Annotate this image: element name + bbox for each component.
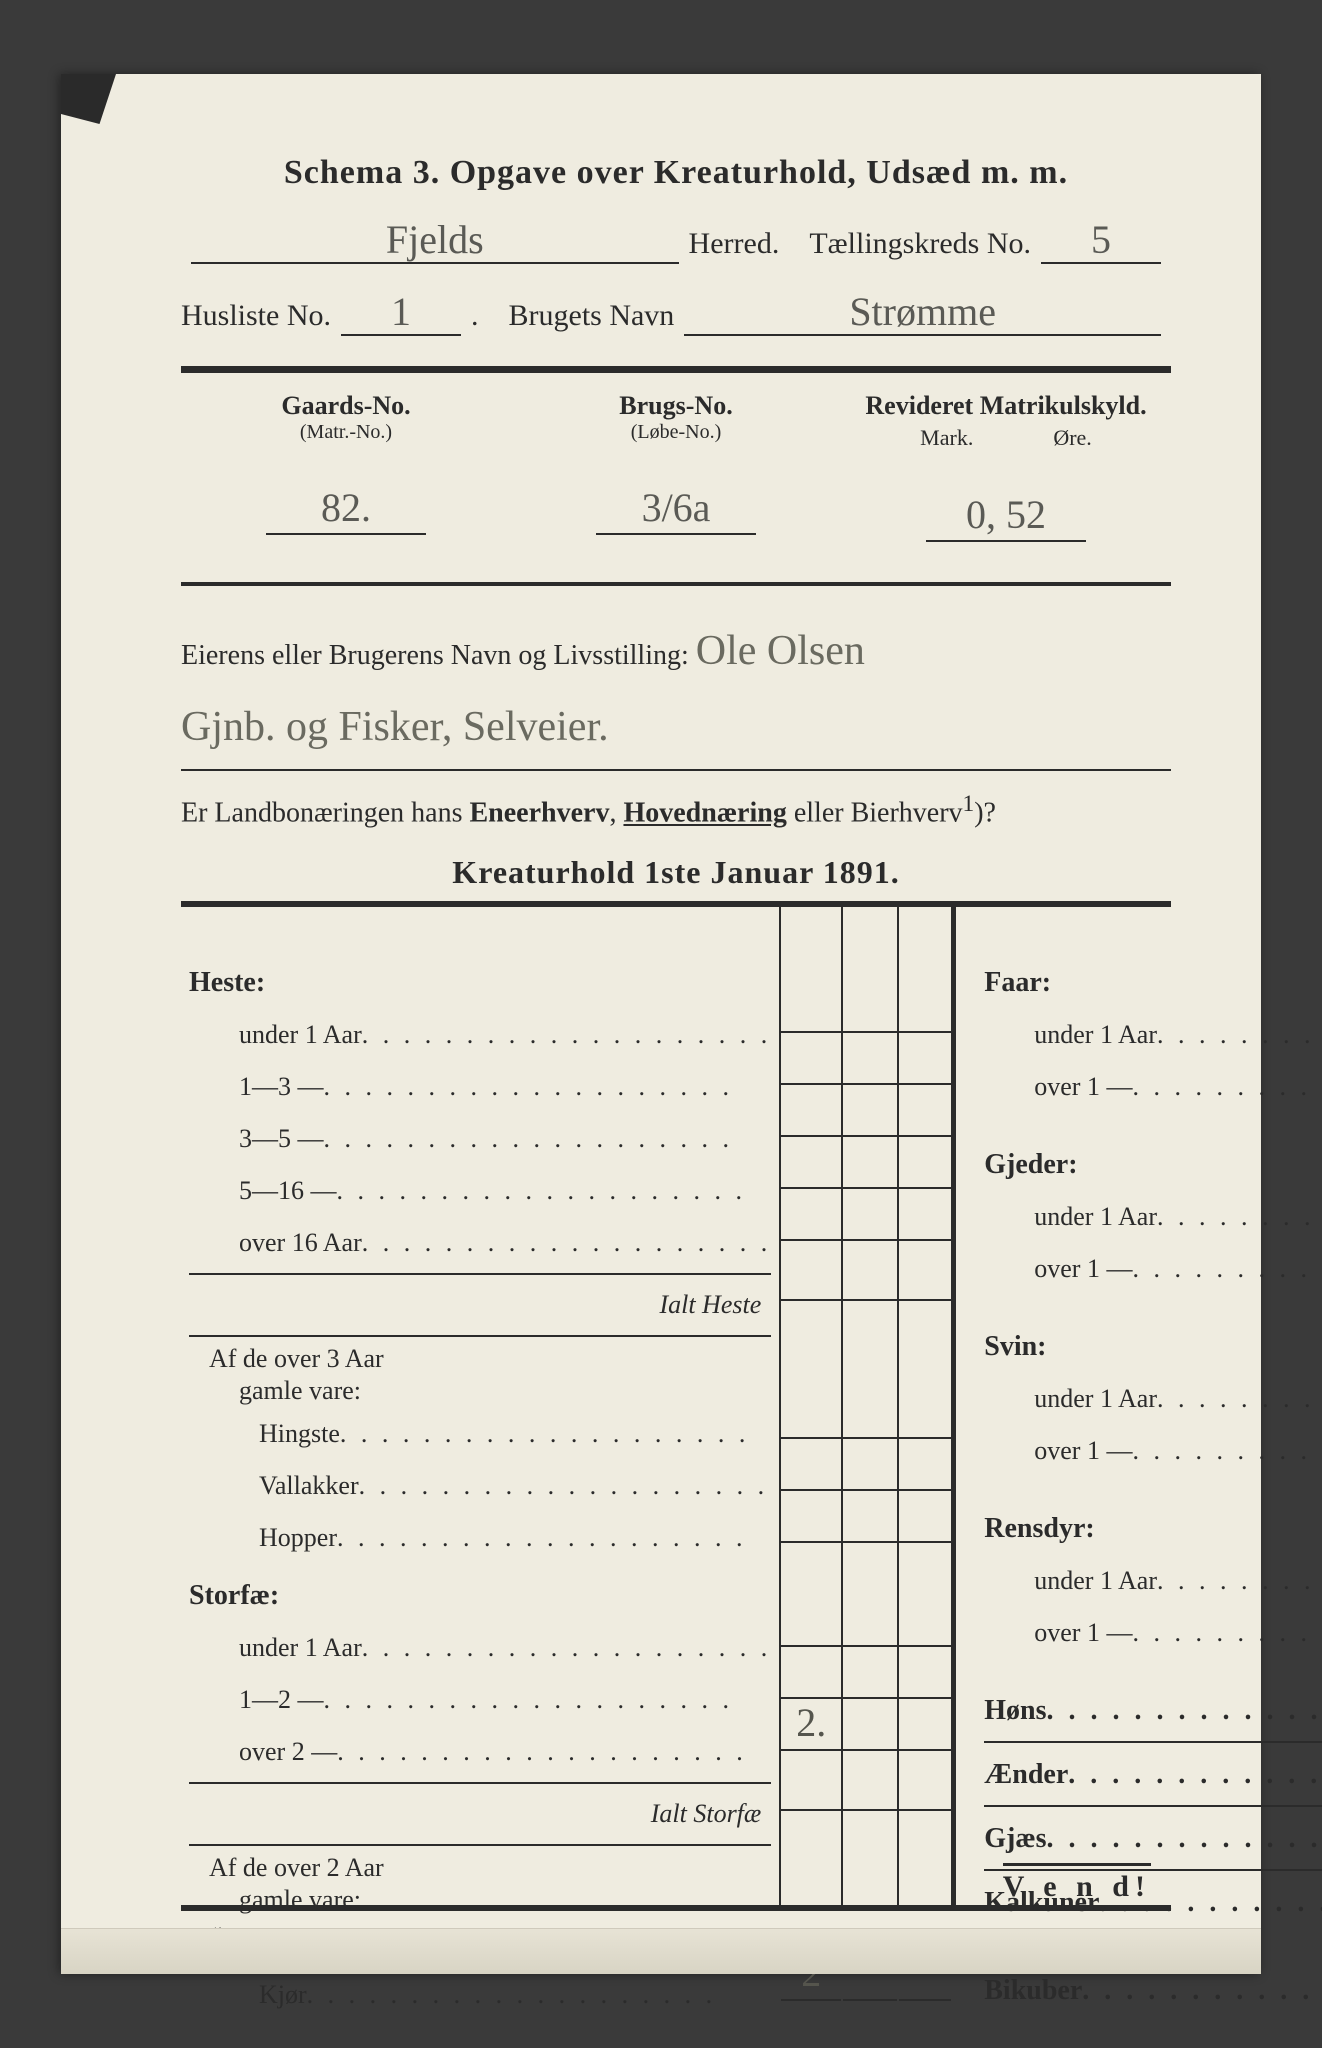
rensdyr-row-0: under 1 Aar [984,1555,1322,1607]
storfae-over2-val: 2. [781,1699,841,1751]
header-row-1: Fjelds Herred. Tællingskreds No. 5 [181,220,1171,264]
svin-heading: Svin: [984,1321,1322,1373]
storfae-heading: Storfæ: [189,1570,771,1622]
hons-row: Høns [984,1685,1322,1737]
gjeder-row-1: over 1 — [984,1243,1322,1295]
rev-value: 0, 52 [926,491,1086,542]
rule-thick-1 [181,366,1171,373]
gaards-value: 82. [266,484,426,535]
storfae-sub-1: Kjør [189,1969,771,2021]
heste-sub-2: Hopper [189,1512,771,1564]
livestock-form: Heste: under 1 Aar 1—3 — 3—5 — 5—16 — ov… [181,901,1171,1911]
left-num-cols: 2. 2 [779,907,953,1905]
tkreds-value: 5 [1041,220,1161,264]
brugets-value: Strømme [684,292,1161,336]
svin-row-0: under 1 Aar [984,1373,1322,1425]
left-col-3 [897,907,953,1905]
right-labels: Faar: under 1 Aar over 1 — Gjeder: under… [956,907,1322,1905]
owner-value-2: Gjnb. og Fisker, Selveier. [181,690,1171,772]
q-opt-b: Hovednæring [623,798,786,829]
section-title: Kreaturhold 1ste Januar 1891. [181,854,1171,891]
tkreds-label: Tællingskreds No. [809,227,1031,261]
faar-row-0: under 1 Aar [984,1009,1322,1061]
matrikkel-header: Gaards-No. (Matr.-No.) 82. Brugs-No. (Lø… [181,391,1171,542]
brugets-label: Brugets Navn [509,299,675,333]
herred-value: Fjelds [191,220,679,264]
faar-heading: Faar: [984,957,1322,1009]
heste-row-1: 1—3 — [189,1061,771,1113]
storfae-row-0: under 1 Aar [189,1622,771,1674]
owner-value-1: Ole Olsen [696,628,865,674]
heste-sub-0: Hingste [189,1408,771,1460]
right-half: Faar: under 1 Aar over 1 — Gjeder: under… [953,907,1322,1905]
rensdyr-row-1: over 1 — [984,1607,1322,1659]
heste-row-0: under 1 Aar [189,1009,771,1061]
gjeder-row-0: under 1 Aar [984,1191,1322,1243]
vend-label: V e n d! [1003,1863,1151,1904]
rule-thin-1 [181,582,1171,586]
gjeder-heading: Gjeder: [984,1139,1322,1191]
storfae-row-1: 1—2 — [189,1674,771,1726]
rev-label: Revideret Matrikulskyld. [865,391,1146,420]
q-post: eller Bierhverv [787,798,963,829]
heste-row-4: over 16 Aar [189,1217,771,1269]
q-mid: , [609,798,623,829]
census-form-page: Schema 3. Opgave over Kreaturhold, Udsæd… [61,74,1261,1974]
form-title: Schema 3. Opgave over Kreaturhold, Udsæd… [181,154,1171,192]
left-labels: Heste: under 1 Aar 1—3 — 3—5 — 5—16 — ov… [181,907,779,1905]
ore-label: Øre. [1053,425,1091,451]
husliste-label: Husliste No. [181,299,331,333]
page-bottom-edge [61,1928,1261,1974]
gjaes-row: Gjæs [984,1813,1322,1865]
heste-note: Af de over 3 Aargamle vare: [189,1343,771,1408]
heste-row-3: 5—16 — [189,1165,771,1217]
heste-heading: Heste: [189,957,771,1009]
left-half: Heste: under 1 Aar 1—3 — 3—5 — 5—16 — ov… [181,907,953,1905]
heste-total: Ialt Heste [189,1279,771,1331]
faar-row-1: over 1 — [984,1061,1322,1113]
aender-row: Ænder [984,1749,1322,1801]
left-col-2 [841,907,897,1905]
herred-label: Herred. [689,227,780,261]
gaards-sub: (Matr.-No.) [181,421,511,444]
heste-row-2: 3—5 — [189,1113,771,1165]
q-end: )? [974,798,996,829]
mark-label: Mark. [920,425,973,451]
q-sup: 1 [963,791,975,817]
brugs-value: 3/6a [596,484,756,535]
q-pre: Er Landbonæringen hans [181,798,470,829]
brugs-label: Brugs-No. [619,391,732,420]
storfae-total: Ialt Storfæ [189,1788,771,1840]
owner-block: Eierens eller Brugerens Navn og Livsstil… [181,614,1171,771]
storfae-row-2: over 2 — [189,1726,771,1778]
occupation-question: Er Landbonæringen hans Eneerhverv, Hoved… [181,791,1171,829]
left-col-1: 2. 2 [779,907,841,1905]
storfae-note: Af de over 2 Aargamle vare: [189,1852,771,1917]
owner-label: Eierens eller Brugerens Navn og Livsstil… [181,640,689,671]
q-opt-a: Eneerhverv [470,798,610,829]
svin-row-1: over 1 — [984,1425,1322,1477]
heste-sub-1: Vallakker [189,1460,771,1512]
rensdyr-heading: Rensdyr: [984,1503,1322,1555]
husliste-value: 1 [341,292,461,336]
header-row-2: Husliste No. 1 . Brugets Navn Strømme [181,292,1171,336]
gaards-label: Gaards-No. [281,391,410,420]
brugs-sub: (Løbe-No.) [511,421,841,444]
